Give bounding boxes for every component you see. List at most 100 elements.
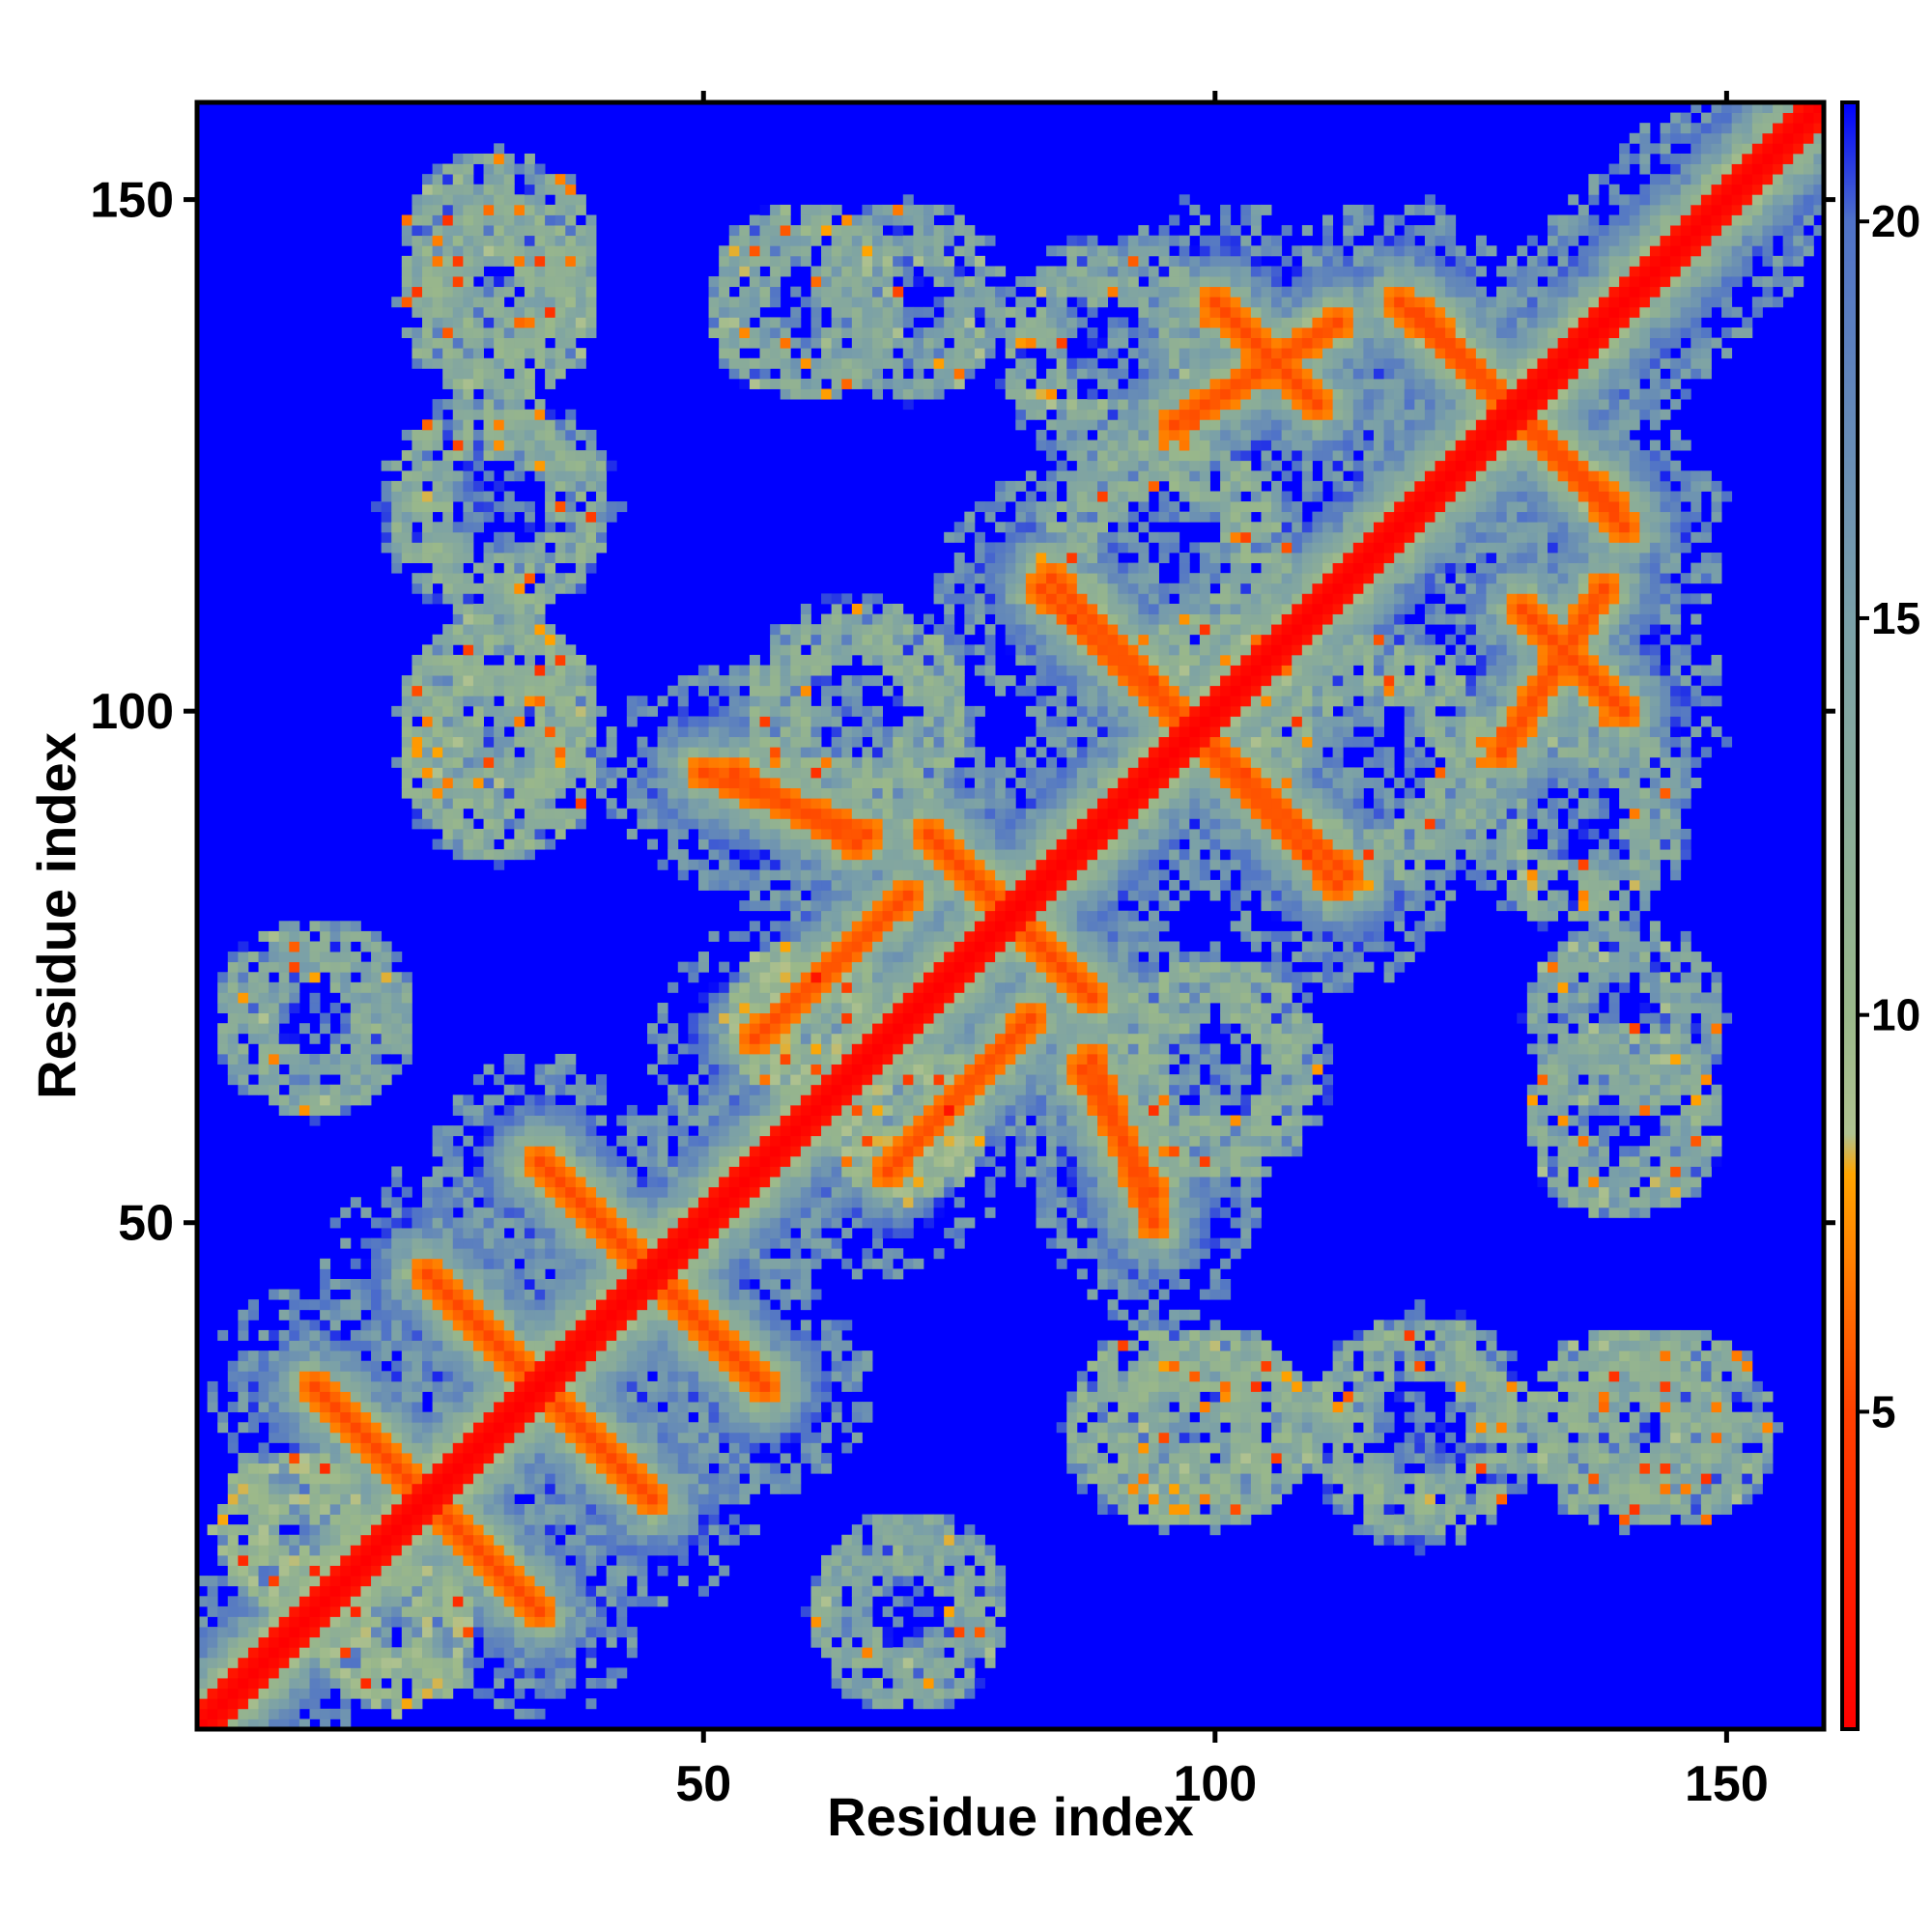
heatmap-cell — [708, 1155, 720, 1167]
heatmap-cell — [719, 1155, 730, 1167]
heatmap-cell — [463, 429, 474, 440]
heatmap-cell — [432, 357, 443, 369]
heatmap-cell — [238, 1053, 249, 1065]
heatmap-cell — [217, 1616, 229, 1628]
heatmap-cell — [340, 1237, 352, 1249]
heatmap-cell — [391, 1708, 403, 1719]
heatmap-cell — [463, 1442, 474, 1454]
heatmap-cell — [821, 348, 833, 359]
heatmap-cell — [677, 1524, 689, 1536]
heatmap-cell — [657, 1299, 668, 1311]
heatmap-cell — [401, 696, 412, 707]
heatmap-cell — [759, 726, 771, 738]
heatmap-cell — [534, 747, 546, 758]
heatmap-cell — [401, 685, 412, 696]
heatmap-cell — [657, 1053, 668, 1065]
heatmap-cell — [309, 961, 321, 973]
heatmap-cell — [371, 1237, 383, 1249]
heatmap-cell — [422, 1473, 433, 1485]
heatmap-cell — [309, 1647, 321, 1659]
heatmap-cell — [514, 450, 526, 462]
heatmap-cell — [381, 1636, 392, 1648]
heatmap-cell — [483, 184, 495, 195]
heatmap-cell — [637, 1402, 648, 1413]
heatmap-cell — [688, 1422, 699, 1434]
heatmap-cell — [708, 1094, 720, 1106]
heatmap-cell — [289, 1657, 300, 1668]
heatmap-cell — [391, 1197, 403, 1208]
heatmap-cell — [790, 675, 802, 687]
heatmap-cell — [554, 1207, 566, 1218]
heatmap-cell — [810, 787, 822, 799]
heatmap-cell — [800, 1155, 811, 1167]
heatmap-cell — [452, 306, 464, 318]
heatmap-cell — [688, 1463, 699, 1474]
heatmap-cell — [320, 1023, 331, 1035]
heatmap-cell — [759, 972, 771, 983]
heatmap-cell — [759, 357, 771, 369]
heatmap-cell — [391, 1299, 403, 1311]
heatmap-cell — [412, 1411, 423, 1423]
heatmap-cell — [452, 368, 464, 380]
heatmap-cell — [534, 174, 546, 185]
heatmap-cell — [739, 1115, 751, 1126]
heatmap-cell — [810, 921, 822, 932]
heatmap-cell — [412, 1627, 423, 1638]
heatmap-cell — [442, 511, 454, 523]
heatmap-cell — [545, 1678, 556, 1690]
heatmap-cell — [565, 1585, 577, 1597]
heatmap-cell — [494, 1309, 505, 1321]
heatmap-cell — [831, 1186, 842, 1198]
heatmap-cell — [749, 818, 760, 830]
heatmap-cell — [371, 1278, 383, 1290]
heatmap-cell — [759, 930, 771, 942]
heatmap-cell — [554, 480, 566, 492]
heatmap-cell — [800, 930, 811, 942]
heatmap-cell — [534, 1627, 546, 1638]
heatmap-cell — [514, 1678, 526, 1690]
heatmap-cell — [278, 961, 290, 973]
heatmap-cell — [810, 1350, 822, 1362]
heatmap-cell — [442, 1237, 454, 1249]
heatmap-cell — [472, 1146, 484, 1157]
heatmap-cell — [269, 1064, 280, 1075]
heatmap-cell — [452, 1217, 464, 1229]
heatmap-cell — [728, 368, 740, 380]
heatmap-cell — [585, 542, 597, 554]
heatmap-cell — [728, 726, 740, 738]
heatmap-cell — [688, 787, 699, 799]
heatmap-cell — [494, 756, 505, 768]
heatmap-cell — [452, 1411, 464, 1423]
heatmap-cell — [360, 1585, 372, 1597]
heatmap-cell — [749, 337, 760, 349]
heatmap-cell — [585, 1391, 597, 1403]
heatmap-cell — [432, 1391, 443, 1403]
heatmap-cell — [472, 798, 484, 810]
heatmap-cell — [217, 1698, 229, 1710]
heatmap-cell — [637, 1554, 648, 1566]
heatmap-cell — [688, 1442, 699, 1454]
heatmap-cell — [278, 1033, 290, 1044]
heatmap-cell — [616, 1289, 628, 1300]
heatmap-cell — [514, 716, 526, 727]
heatmap-cell — [534, 1616, 546, 1628]
heatmap-cell — [728, 747, 740, 758]
heatmap-cell — [697, 787, 709, 799]
heatmap-cell — [524, 419, 535, 431]
heatmap-cell — [289, 1636, 300, 1648]
heatmap-cell — [483, 1596, 495, 1607]
heatmap-cell — [503, 1125, 515, 1137]
heatmap-cell — [585, 225, 597, 237]
heatmap-cell — [554, 266, 566, 277]
heatmap-cell — [238, 1084, 249, 1095]
heatmap-cell — [575, 204, 586, 215]
heatmap-cell — [545, 1125, 556, 1137]
heatmap-cell — [412, 808, 423, 819]
heatmap-cell — [340, 1596, 352, 1607]
heatmap-cell — [412, 736, 423, 748]
heatmap-cell — [708, 828, 720, 839]
heatmap-cell — [616, 1228, 628, 1239]
heatmap-cell — [790, 808, 802, 819]
heatmap-cell — [626, 756, 638, 768]
heatmap-cell — [626, 787, 638, 799]
